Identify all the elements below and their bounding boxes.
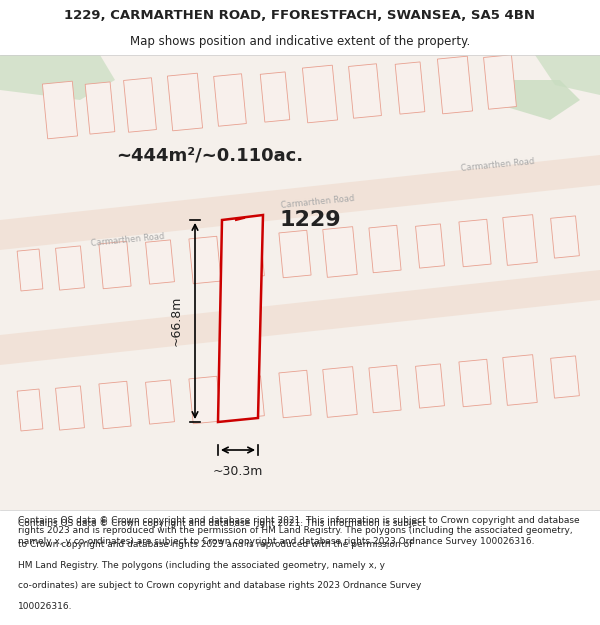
Bar [189, 376, 221, 424]
Bar [279, 230, 311, 278]
Bar [56, 246, 85, 290]
Polygon shape [0, 270, 600, 365]
Bar [236, 376, 265, 418]
Text: Contains OS data © Crown copyright and database right 2021. This information is : Contains OS data © Crown copyright and d… [18, 519, 426, 528]
Bar [99, 381, 131, 429]
Text: HM Land Registry. The polygons (including the associated geometry, namely x, y: HM Land Registry. The polygons (includin… [18, 561, 385, 569]
Text: Carmarthen Road: Carmarthen Road [280, 194, 355, 210]
Text: ~30.3m: ~30.3m [213, 465, 263, 478]
Text: Carmarthen Road: Carmarthen Road [460, 157, 535, 173]
Bar [349, 64, 382, 118]
Bar [437, 56, 473, 114]
Text: Map shows position and indicative extent of the property.: Map shows position and indicative extent… [130, 35, 470, 48]
Bar [459, 359, 491, 407]
Bar [146, 380, 175, 424]
Text: to Crown copyright and database rights 2023 and is reproduced with the permissio: to Crown copyright and database rights 2… [18, 540, 412, 549]
Bar [302, 65, 338, 122]
Bar [124, 78, 157, 132]
Bar [395, 62, 425, 114]
Bar [551, 356, 580, 398]
Text: 1229: 1229 [279, 210, 341, 230]
Bar [484, 55, 517, 109]
Bar [323, 367, 357, 418]
Text: 100026316.: 100026316. [18, 602, 73, 611]
Bar [416, 224, 445, 268]
Bar [369, 225, 401, 272]
Bar [503, 214, 537, 266]
Polygon shape [0, 55, 115, 100]
Bar [369, 365, 401, 413]
Text: ~444m²/~0.110ac.: ~444m²/~0.110ac. [116, 146, 304, 164]
Text: Contains OS data © Crown copyright and database right 2021. This information is : Contains OS data © Crown copyright and d… [18, 516, 580, 546]
Bar [503, 354, 537, 406]
Bar [56, 386, 85, 430]
Bar [214, 74, 247, 126]
Bar [99, 241, 131, 289]
Bar [43, 81, 77, 139]
Bar [17, 249, 43, 291]
Polygon shape [218, 215, 263, 422]
Bar [236, 236, 265, 278]
Polygon shape [500, 80, 580, 120]
Text: ~66.8m: ~66.8m [170, 296, 183, 346]
Polygon shape [535, 55, 600, 95]
Bar [551, 216, 580, 258]
Bar [459, 219, 491, 267]
Bar [323, 227, 357, 278]
Text: 1229, CARMARTHEN ROAD, FFORESTFACH, SWANSEA, SA5 4BN: 1229, CARMARTHEN ROAD, FFORESTFACH, SWAN… [65, 9, 536, 22]
Polygon shape [0, 155, 600, 250]
Bar [260, 72, 290, 122]
Text: Carmarthen Road: Carmarthen Road [90, 232, 164, 248]
Bar [167, 73, 203, 131]
Bar [17, 389, 43, 431]
Bar [416, 364, 445, 408]
Bar [189, 236, 221, 284]
Bar [279, 370, 311, 418]
Bar [146, 240, 175, 284]
Text: co-ordinates) are subject to Crown copyright and database rights 2023 Ordnance S: co-ordinates) are subject to Crown copyr… [18, 581, 421, 590]
Bar [85, 82, 115, 134]
